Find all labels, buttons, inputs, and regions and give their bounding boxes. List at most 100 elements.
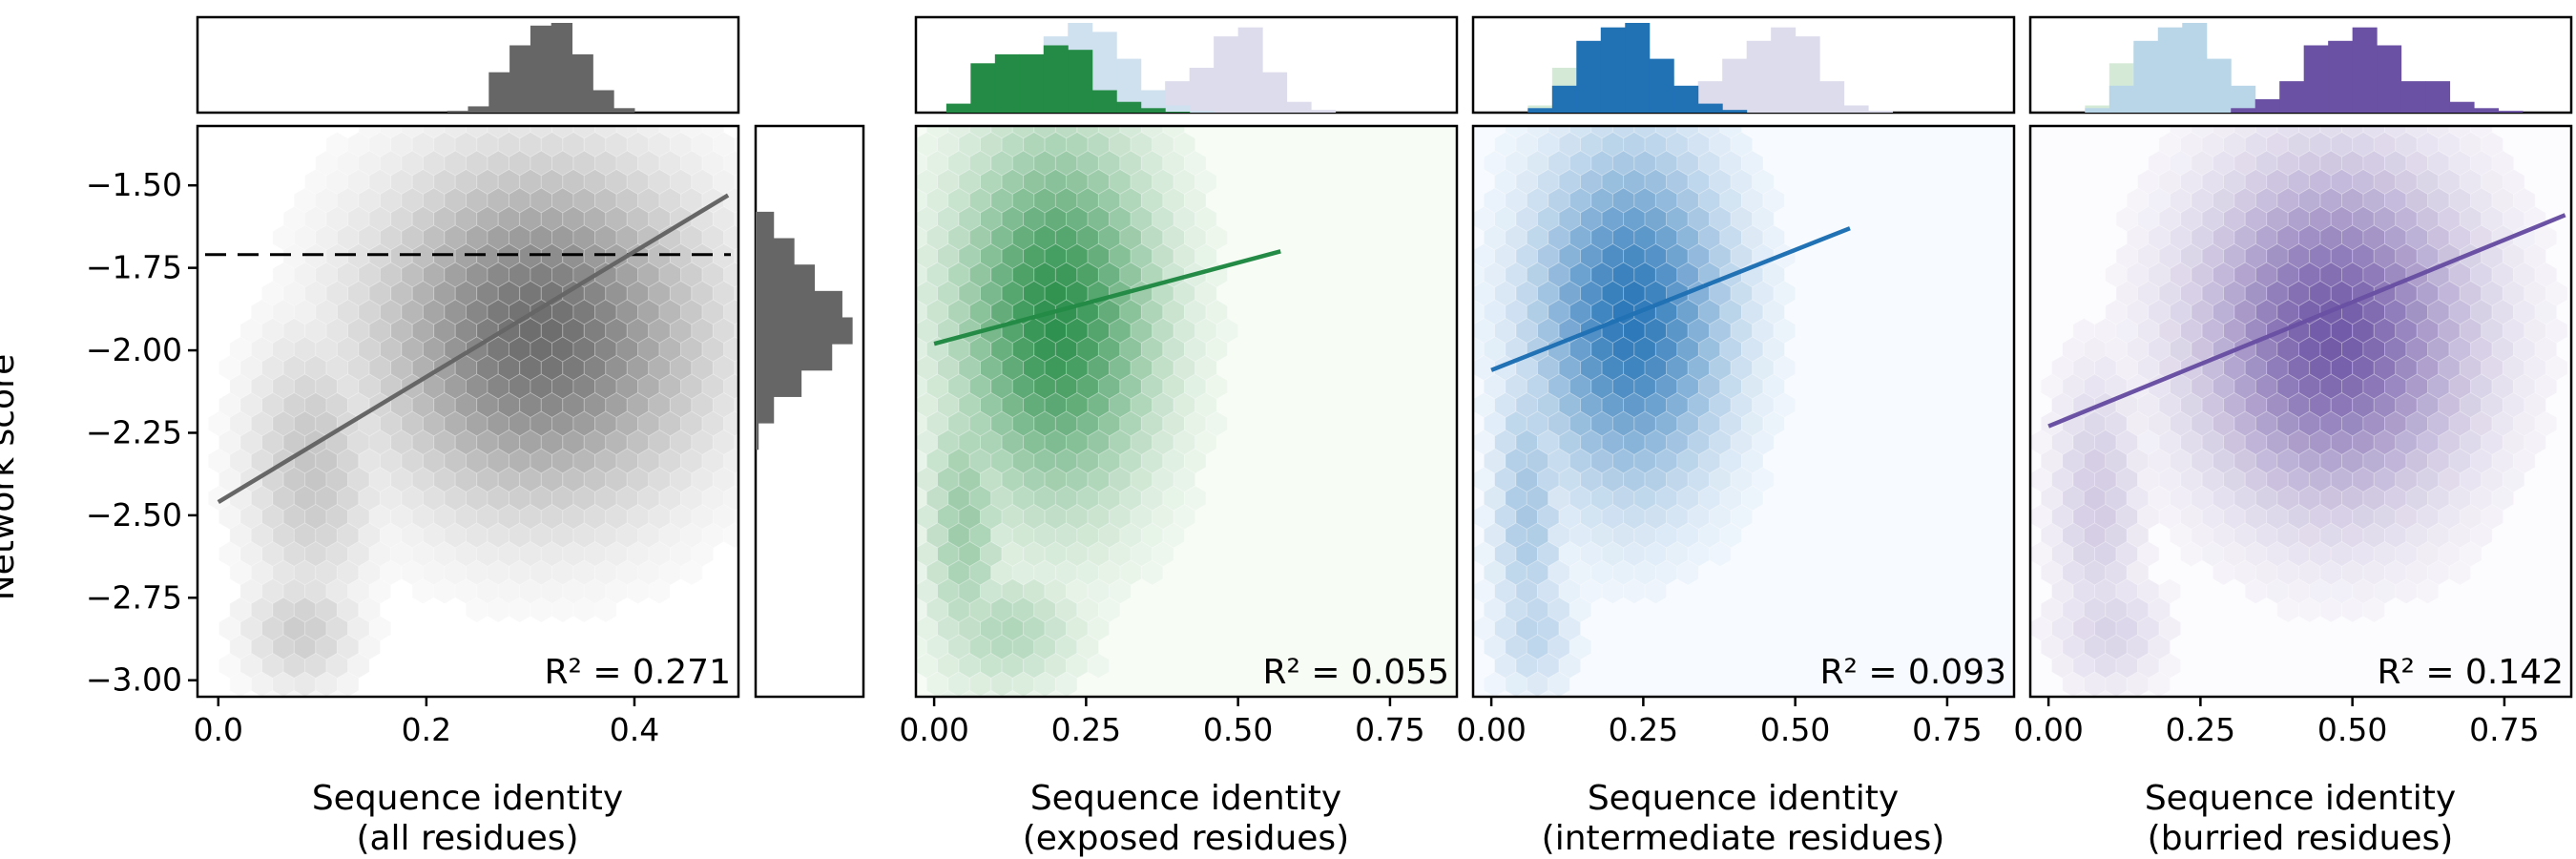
hexbin-cell: [2040, 559, 2064, 586]
hexbin-cell: [379, 448, 403, 474]
hexbin-cell: [519, 540, 542, 568]
hexbin-cell: [1173, 205, 1196, 233]
histogram-bar: [1722, 58, 1748, 113]
hexbin-cell: [669, 280, 693, 307]
hexbin-cell: [497, 131, 521, 158]
hexbin-cell: [2448, 262, 2472, 288]
hexbin-cell: [1473, 336, 1485, 363]
hexbin-cell: [401, 522, 424, 549]
hexbin-cell: [2309, 168, 2332, 196]
hexbin-cell: [1741, 224, 1764, 251]
hexbin-cell: [658, 410, 682, 437]
hexbin-cell: [2448, 373, 2472, 400]
hexbin-cell: [325, 354, 349, 382]
hexbin-cell: [968, 597, 992, 623]
hexbin-cell: [572, 150, 596, 177]
hexbin-cell: [2276, 126, 2299, 139]
x-tick-label: 0.00: [2013, 711, 2083, 748]
hexbin-cell: [1483, 485, 1506, 512]
hexbin-cell: [358, 522, 381, 549]
hexbin-cell: [1526, 671, 1549, 697]
hexbin-cell: [2191, 485, 2213, 512]
hexbin-cell: [2030, 429, 2052, 456]
hexbin-cell: [947, 634, 970, 660]
hexbin-cell: [261, 540, 284, 568]
hexbin-cell: [2072, 652, 2095, 680]
hexbin-cell: [509, 559, 531, 586]
hexbin-cell: [2233, 522, 2256, 549]
x-tick-label: 0.75: [1355, 711, 1424, 748]
hexbin-cell: [626, 577, 650, 605]
hexbin-cell: [1023, 466, 1046, 493]
hexbin-cell: [637, 410, 660, 437]
histogram-bar: [551, 23, 573, 113]
hexbin-cell: [1548, 485, 1570, 512]
hexbin-cell: [325, 280, 349, 307]
hexbin-cell: [1152, 540, 1174, 568]
hexbin-cell: [1580, 466, 1603, 493]
hexbin-cell: [272, 336, 295, 363]
hexbin-cell: [2534, 373, 2558, 400]
hexbin-cell: [1741, 410, 1764, 437]
hexbin-cell: [1054, 485, 1078, 512]
hexbin-cell: [2105, 299, 2128, 325]
hexbin-cell: [2254, 126, 2278, 139]
hexbin-cell: [2094, 354, 2117, 382]
hexbin-cell: [1097, 485, 1121, 512]
hexbin-cell: [336, 448, 360, 474]
hexbin-cell: [990, 597, 1013, 623]
histogram-bar: [2133, 40, 2159, 113]
hexbin-cell: [272, 634, 295, 660]
hexbin-cell: [2373, 577, 2397, 605]
hexbin-cell: [2266, 577, 2289, 605]
hexbin-cell: [1633, 485, 1656, 512]
hexbin-cell: [2191, 373, 2213, 400]
hexbin-cell: [1001, 689, 1025, 697]
hexbin-cell: [1215, 317, 1239, 345]
hexbin-cell: [2470, 336, 2493, 363]
hexbin-cell: [916, 336, 927, 363]
hexbin-cell: [2491, 410, 2515, 437]
hexbin-cell: [2438, 168, 2461, 196]
hexbin-cell: [444, 448, 467, 474]
hexbin-cell: [1611, 150, 1635, 177]
hexbin-cell: [937, 540, 960, 568]
hexbin-cell: [282, 205, 306, 233]
hexbin-cell: [1537, 205, 1560, 233]
hexbin-cell: [669, 503, 693, 531]
hexbin-cell: [669, 540, 693, 568]
hexbin-cell: [229, 559, 252, 586]
hexbin-cell: [239, 354, 262, 382]
hexbin-cell: [1719, 336, 1742, 363]
hexbin-cell: [2491, 448, 2515, 474]
hexbin-cell: [1697, 187, 1721, 214]
hexbin-cell: [325, 577, 349, 605]
hexbin-cell: [958, 689, 981, 697]
hexbin-cell: [2191, 187, 2213, 214]
hexbin-cell: [1494, 391, 1517, 419]
hexbin-cell: [605, 466, 628, 493]
hexbin-cell: [2158, 280, 2182, 307]
hexbin-cell: [1054, 634, 1078, 660]
hexbin-cell: [540, 168, 564, 196]
histogram-bar: [1189, 111, 1215, 113]
hexbin-cell: [947, 522, 970, 549]
hexbin-cell: [282, 391, 306, 419]
hexbin-cell: [1054, 671, 1078, 697]
hexbin-cell: [1473, 299, 1485, 325]
hexbin-cell: [562, 131, 585, 158]
hexbin-cell: [2126, 299, 2150, 325]
hexbin-cell: [444, 126, 467, 139]
hexbin-cell: [282, 317, 306, 345]
hexbin-cell: [615, 559, 639, 586]
hexbin-cell: [272, 373, 295, 400]
hexbin-cell: [2062, 559, 2085, 586]
hexbin-cell: [379, 262, 403, 288]
hexbin-cell: [1184, 410, 1207, 437]
hexbin-cell: [1666, 168, 1689, 196]
hexbin-cell: [2502, 280, 2525, 307]
hexbin-cell: [2405, 410, 2429, 437]
hexbin-cell: [1568, 448, 1592, 474]
hexbin-cell: [304, 503, 327, 531]
hexbin-cell: [2373, 466, 2397, 493]
